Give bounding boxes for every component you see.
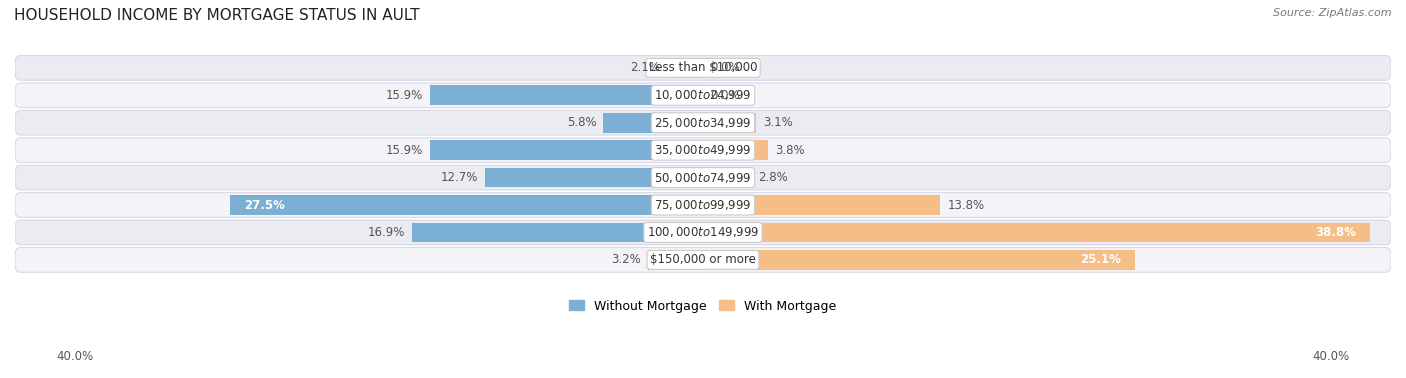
FancyBboxPatch shape <box>15 83 1391 108</box>
Text: 0.0%: 0.0% <box>710 89 740 102</box>
Text: $35,000 to $49,999: $35,000 to $49,999 <box>654 143 752 157</box>
Text: Source: ZipAtlas.com: Source: ZipAtlas.com <box>1274 8 1392 17</box>
FancyBboxPatch shape <box>15 56 1391 80</box>
Text: 0.0%: 0.0% <box>710 61 740 74</box>
Bar <box>429 140 703 160</box>
Text: 40.0%: 40.0% <box>1313 350 1350 363</box>
Bar <box>703 168 751 187</box>
Text: $25,000 to $34,999: $25,000 to $34,999 <box>654 116 752 130</box>
Text: 15.9%: 15.9% <box>385 144 423 156</box>
Text: 25.1%: 25.1% <box>1080 253 1121 266</box>
Legend: Without Mortgage, With Mortgage: Without Mortgage, With Mortgage <box>564 294 842 318</box>
Text: $50,000 to $74,999: $50,000 to $74,999 <box>654 170 752 184</box>
FancyBboxPatch shape <box>15 110 1391 135</box>
Bar <box>703 250 1135 270</box>
Bar <box>703 140 768 160</box>
Bar <box>648 250 703 270</box>
FancyBboxPatch shape <box>15 165 1391 190</box>
Text: 3.2%: 3.2% <box>612 253 641 266</box>
Text: $10,000 to $24,999: $10,000 to $24,999 <box>654 88 752 102</box>
Bar <box>666 58 703 78</box>
Text: 5.8%: 5.8% <box>567 116 596 129</box>
FancyBboxPatch shape <box>15 220 1391 245</box>
Text: 12.7%: 12.7% <box>440 171 478 184</box>
Text: $150,000 or more: $150,000 or more <box>650 253 756 266</box>
Bar <box>703 113 756 133</box>
Bar <box>703 223 1371 242</box>
Text: 2.1%: 2.1% <box>630 61 659 74</box>
Text: 13.8%: 13.8% <box>948 198 984 212</box>
Bar <box>703 195 941 215</box>
Text: 3.1%: 3.1% <box>763 116 793 129</box>
Text: HOUSEHOLD INCOME BY MORTGAGE STATUS IN AULT: HOUSEHOLD INCOME BY MORTGAGE STATUS IN A… <box>14 8 419 23</box>
Text: 38.8%: 38.8% <box>1316 226 1357 239</box>
Text: 27.5%: 27.5% <box>243 198 284 212</box>
Bar <box>485 168 703 187</box>
Bar <box>429 85 703 105</box>
Text: $100,000 to $149,999: $100,000 to $149,999 <box>647 225 759 239</box>
Text: $75,000 to $99,999: $75,000 to $99,999 <box>654 198 752 212</box>
FancyBboxPatch shape <box>15 193 1391 217</box>
FancyBboxPatch shape <box>15 248 1391 272</box>
Bar <box>412 223 703 242</box>
Text: 40.0%: 40.0% <box>56 350 93 363</box>
FancyBboxPatch shape <box>15 138 1391 163</box>
Bar <box>231 195 703 215</box>
Text: Less than $10,000: Less than $10,000 <box>648 61 758 74</box>
Text: 2.8%: 2.8% <box>758 171 787 184</box>
Bar <box>603 113 703 133</box>
Text: 3.8%: 3.8% <box>775 144 804 156</box>
Text: 15.9%: 15.9% <box>385 89 423 102</box>
Text: 16.9%: 16.9% <box>368 226 405 239</box>
